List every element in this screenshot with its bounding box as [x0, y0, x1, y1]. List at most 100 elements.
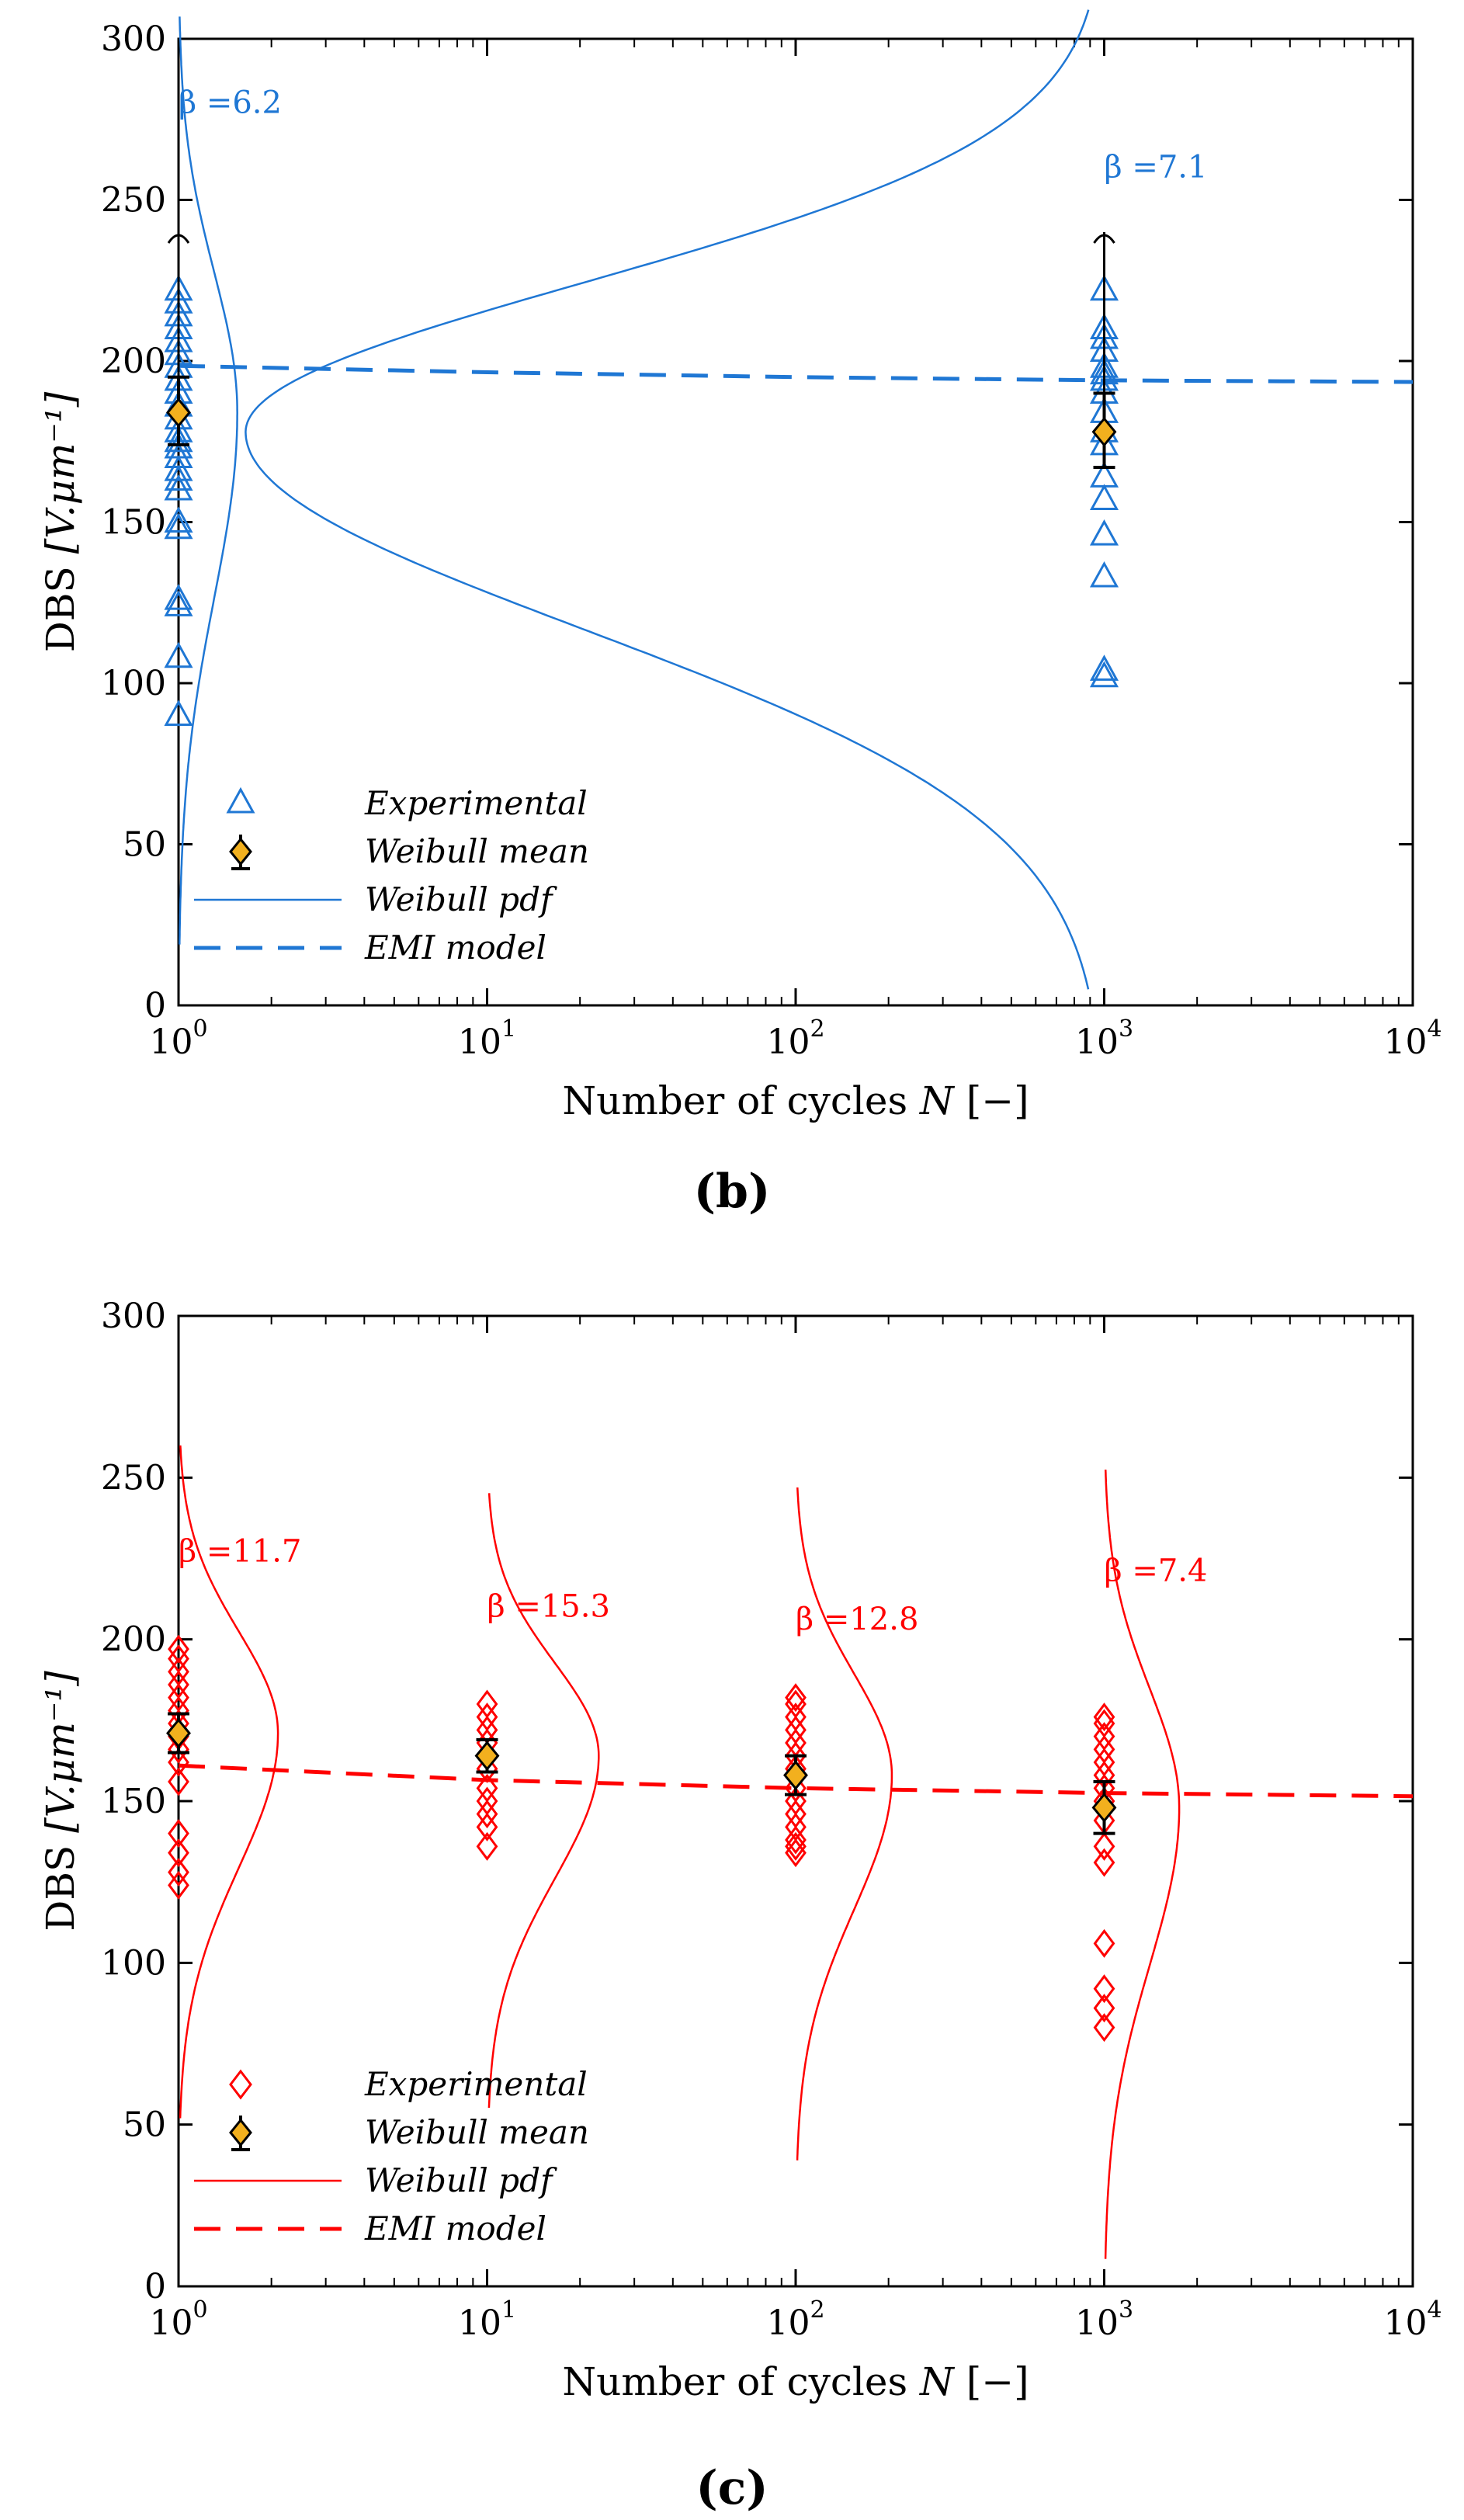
- experimental-point: [1093, 1831, 1115, 1861]
- experimental-point: [164, 464, 193, 491]
- y-axis-label: DBS [V.μm⁻¹]: [38, 1671, 83, 1932]
- y-tick-label: 150: [101, 503, 166, 543]
- panel-label-b: (b): [694, 1165, 771, 1219]
- panel-label-c: (c): [696, 2461, 768, 2515]
- weibull-pdf-curve: [1104, 1469, 1181, 2259]
- legend-label: Weibull mean: [365, 832, 589, 870]
- weibull-mean-marker: [166, 397, 191, 428]
- experimental-point: [168, 1683, 189, 1713]
- y-axis-label: DBS [V.μm⁻¹]: [38, 391, 83, 652]
- weibull-pdf-curve: [179, 1445, 279, 2119]
- experimental-point: [164, 699, 193, 726]
- experimental-point: [168, 1870, 189, 1900]
- x-tick-label: 102: [766, 2296, 824, 2343]
- experimental-point: [168, 1748, 189, 1777]
- weibull-mean-marker: [166, 1718, 191, 1748]
- experimental-point: [164, 425, 193, 453]
- chart-panel-b: 0 50 100 150 200 250 300 100 101 102 103 104 Number …: [38, 9, 1442, 1123]
- experimental-point: [785, 1825, 807, 1855]
- experimental-point: [476, 1786, 498, 1816]
- y-tick-label: 300: [101, 1296, 166, 1336]
- experimental-point: [785, 1703, 807, 1732]
- experimental-point: [785, 1812, 807, 1841]
- experimental-point: [1089, 519, 1119, 546]
- weibull-pdf-curve: [796, 1487, 893, 2161]
- legend-mean-marker: [229, 837, 252, 866]
- y-tick-label: 0: [144, 2267, 166, 2307]
- experimental-point: [1093, 1994, 1115, 2023]
- y-tick-label: 200: [101, 342, 166, 381]
- legend-experimental-marker: [226, 786, 255, 814]
- experimental-point: [1093, 1928, 1115, 1958]
- experimental-point: [164, 474, 193, 501]
- x-tick-label: 101: [458, 2296, 516, 2343]
- experimental-point: [164, 583, 193, 610]
- experimental-point: [1093, 1722, 1115, 1751]
- experimental-point: [164, 442, 193, 468]
- experimental-point: [168, 1838, 189, 1868]
- weibull-pdf-curve: [179, 16, 238, 945]
- experimental-point: [785, 1773, 807, 1803]
- x-tick-label: 104: [1383, 2296, 1441, 2343]
- experimental-point: [1089, 561, 1119, 588]
- plot-frame: [177, 37, 1414, 1007]
- upper-bound-arrow: [167, 234, 190, 244]
- experimental-point: [168, 1819, 189, 1848]
- experimental-point: [1093, 1974, 1115, 2004]
- legend-label: Experimental: [364, 784, 588, 822]
- experimental-point: [164, 506, 193, 533]
- x-tick-label: 100: [149, 1015, 207, 1062]
- y-tick-label: 200: [101, 1620, 166, 1660]
- experimental-point: [1093, 1848, 1115, 1877]
- weibull-pdf-curve: [487, 1493, 600, 2109]
- experimental-point: [785, 1786, 807, 1816]
- y-tick-label: 50: [123, 2105, 166, 2145]
- legend-label: Weibull pdf: [365, 880, 557, 918]
- legend-label: EMI model: [364, 929, 546, 967]
- x-tick-label: 102: [766, 1015, 824, 1062]
- experimental-point: [168, 1734, 189, 1764]
- x-tick-label: 104: [1383, 1015, 1441, 1062]
- experimental-point: [168, 1634, 189, 1664]
- legend-label: Weibull mean: [365, 2113, 589, 2151]
- experimental-point: [168, 1858, 189, 1887]
- experimental-point: [476, 1831, 498, 1861]
- y-tick-label: 100: [101, 664, 166, 703]
- experimental-point: [476, 1812, 498, 1841]
- beta-label: β =6.2: [179, 85, 282, 120]
- experimental-point: [1089, 461, 1119, 488]
- experimental-point: [1093, 1703, 1115, 1732]
- experimental-point: [164, 590, 193, 616]
- beta-label: β =12.8: [796, 1602, 918, 1637]
- legend-label: Weibull pdf: [365, 2161, 557, 2199]
- experimental-point: [1089, 654, 1119, 681]
- x-axis-label: Number of cycles N [−]: [562, 1078, 1029, 1123]
- experimental-point: [1093, 1748, 1115, 1777]
- experimental-point: [168, 1767, 189, 1796]
- y-tick-label: 250: [101, 181, 166, 220]
- experimental-point: [1089, 661, 1119, 688]
- emi-model-line: [178, 1763, 1414, 1799]
- weibull-pdf-curve: [245, 9, 1090, 990]
- beta-label: β =7.4: [1105, 1553, 1208, 1589]
- experimental-point: [1093, 1734, 1115, 1764]
- y-tick-label: 300: [101, 19, 166, 59]
- y-tick-label: 50: [123, 825, 166, 865]
- experimental-point: [476, 1800, 498, 1829]
- x-tick-label: 100: [149, 2296, 207, 2343]
- upper-bound-arrow: [1093, 234, 1115, 244]
- experimental-point: [476, 1703, 498, 1732]
- y-tick-label: 100: [101, 1943, 166, 1983]
- y-tick-label: 0: [144, 986, 166, 1026]
- experimental-point: [1089, 484, 1119, 510]
- experimental-point: [1093, 2013, 1115, 2043]
- legend-label: Experimental: [364, 2065, 588, 2103]
- legend-mean-marker: [229, 2118, 252, 2147]
- beta-label: β =11.7: [179, 1534, 301, 1570]
- chart-panel-c: 0 50 100 150 200 250 300 100 101 102 103 104 Number …: [38, 1296, 1442, 2404]
- experimental-point: [476, 1773, 498, 1803]
- y-tick-label: 250: [101, 1458, 166, 1498]
- experimental-point: [785, 1800, 807, 1829]
- experimental-point: [164, 454, 193, 481]
